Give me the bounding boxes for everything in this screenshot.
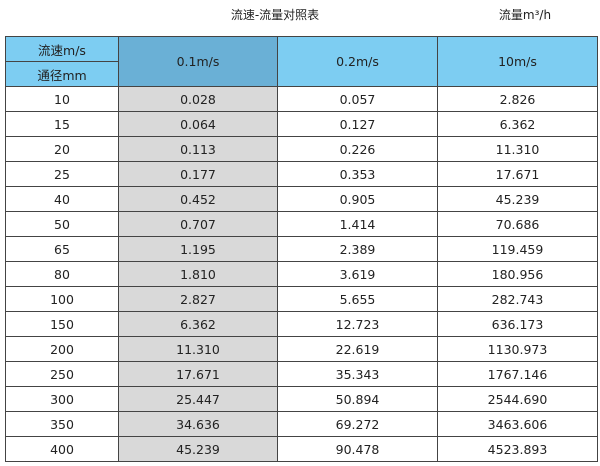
flow-cell: 2.826 [437, 86, 598, 112]
table-row: 20 0.113 0.226 11.310 [5, 136, 598, 162]
flow-cell: 34.636 [118, 411, 278, 437]
flow-cell: 0.057 [277, 86, 438, 112]
flow-cell: 2.389 [277, 236, 438, 262]
flow-cell: 6.362 [437, 111, 598, 137]
diameter-cell: 400 [5, 436, 119, 462]
flow-cell: 11.310 [118, 336, 278, 362]
flow-cell: 17.671 [118, 361, 278, 387]
table-row: 300 25.447 50.894 2544.690 [5, 386, 598, 412]
diameter-cell: 150 [5, 311, 119, 337]
flow-cell: 6.362 [118, 311, 278, 337]
flow-cell: 2544.690 [437, 386, 598, 412]
flow-cell: 1130.973 [437, 336, 598, 362]
flow-cell: 636.173 [437, 311, 598, 337]
diameter-cell: 350 [5, 411, 119, 437]
flow-cell: 282.743 [437, 286, 598, 312]
flow-cell: 70.686 [437, 211, 598, 237]
flow-cell: 22.619 [277, 336, 438, 362]
flow-cell: 0.452 [118, 186, 278, 212]
flow-cell: 0.353 [277, 161, 438, 187]
flow-cell: 11.310 [437, 136, 598, 162]
table-title: 流速-流量对照表 [230, 8, 320, 22]
header-velocity-label: 流速m/s [5, 36, 119, 62]
table-row: 200 11.310 22.619 1130.973 [5, 336, 598, 362]
flow-cell: 0.707 [118, 211, 278, 237]
flow-cell: 69.272 [277, 411, 438, 437]
flow-cell: 12.723 [277, 311, 438, 337]
diameter-cell: 200 [5, 336, 119, 362]
table-row: 250 17.671 35.343 1767.146 [5, 361, 598, 387]
flow-cell: 0.064 [118, 111, 278, 137]
header-diameter-label: 通径mm [5, 61, 119, 87]
diameter-cell: 80 [5, 261, 119, 287]
diameter-cell: 20 [5, 136, 119, 162]
table-row: 65 1.195 2.389 119.459 [5, 236, 598, 262]
flow-cell: 35.343 [277, 361, 438, 387]
column-header-0.2: 0.2m/s [277, 36, 438, 87]
flow-cell: 3463.606 [437, 411, 598, 437]
flow-cell: 0.177 [118, 161, 278, 187]
flow-cell: 1.810 [118, 261, 278, 287]
header-row-2: 通径mm [5, 61, 598, 87]
flow-cell: 180.956 [437, 261, 598, 287]
table-row: 50 0.707 1.414 70.686 [5, 211, 598, 237]
flow-cell: 0.028 [118, 86, 278, 112]
flow-unit-label: 流量m³/h [498, 8, 552, 22]
flow-cell: 45.239 [118, 436, 278, 462]
flow-cell: 2.827 [118, 286, 278, 312]
flow-rate-table: 流速m/s 0.1m/s 0.2m/s 10m/s 通径mm 10 0.028 0.… [5, 36, 598, 462]
flow-cell: 1767.146 [437, 361, 598, 387]
flow-cell: 3.619 [277, 261, 438, 287]
diameter-cell: 15 [5, 111, 119, 137]
flow-cell: 50.894 [277, 386, 438, 412]
header-row: 流速m/s 0.1m/s 0.2m/s 10m/s [5, 36, 598, 87]
diameter-cell: 65 [5, 236, 119, 262]
diameter-cell: 250 [5, 361, 119, 387]
flow-cell: 4523.893 [437, 436, 598, 462]
table-row: 40 0.452 0.905 45.239 [5, 186, 598, 212]
flow-cell: 0.127 [277, 111, 438, 137]
table-row: 10 0.028 0.057 2.826 [5, 86, 598, 112]
diameter-cell: 300 [5, 386, 119, 412]
table-row: 15 0.064 0.127 6.362 [5, 111, 598, 137]
flow-cell: 90.478 [277, 436, 438, 462]
table-row: 400 45.239 90.478 4523.893 [5, 436, 598, 462]
diameter-cell: 10 [5, 86, 119, 112]
diameter-cell: 50 [5, 211, 119, 237]
flow-cell: 1.414 [277, 211, 438, 237]
flow-cell: 0.905 [277, 186, 438, 212]
flow-cell: 0.113 [118, 136, 278, 162]
flow-cell: 17.671 [437, 161, 598, 187]
table-row: 350 34.636 69.272 3463.606 [5, 411, 598, 437]
column-header-10: 10m/s [437, 36, 598, 87]
flow-cell: 5.655 [277, 286, 438, 312]
table-row: 100 2.827 5.655 282.743 [5, 286, 598, 312]
flow-cell: 1.195 [118, 236, 278, 262]
column-header-0.1: 0.1m/s [118, 36, 278, 87]
diameter-cell: 100 [5, 286, 119, 312]
flow-cell: 25.447 [118, 386, 278, 412]
table-row: 150 6.362 12.723 636.173 [5, 311, 598, 337]
table-row: 80 1.810 3.619 180.956 [5, 261, 598, 287]
flow-cell: 45.239 [437, 186, 598, 212]
table-row: 25 0.177 0.353 17.671 [5, 161, 598, 187]
flow-cell: 0.226 [277, 136, 438, 162]
diameter-cell: 25 [5, 161, 119, 187]
flow-cell: 119.459 [437, 236, 598, 262]
diameter-cell: 40 [5, 186, 119, 212]
